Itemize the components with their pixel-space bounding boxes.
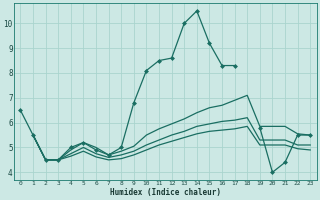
X-axis label: Humidex (Indice chaleur): Humidex (Indice chaleur) <box>110 188 221 197</box>
